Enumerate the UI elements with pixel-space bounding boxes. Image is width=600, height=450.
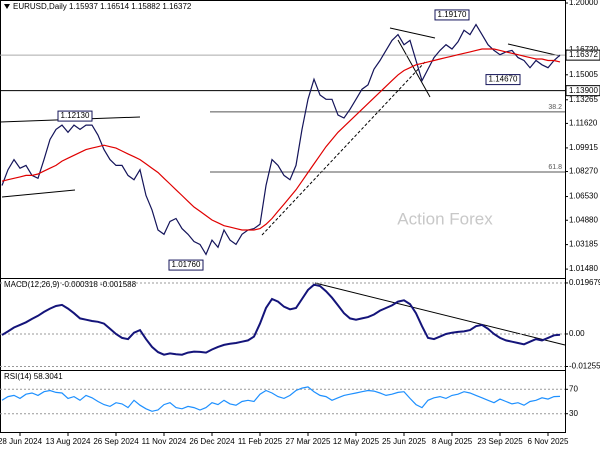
y-tick-label: 0.00 (569, 329, 585, 338)
y-tick-label: 1.11620 (569, 119, 598, 128)
x-tick-label: 11 Feb 2025 (238, 437, 283, 446)
y-tick-label: 1.13265 (569, 95, 598, 104)
y-tick-label: -0.012552 (569, 362, 600, 371)
x-tick-label: 6 Nov 2025 (528, 437, 569, 446)
x-tick-label: 12 May 2025 (333, 437, 380, 446)
level-label: 1.13900 (569, 86, 598, 95)
level-box (565, 85, 600, 97)
price-annotation: 1.12130 (61, 111, 90, 120)
x-tick-label: 23 Sep 2025 (477, 437, 523, 446)
last-price-box (565, 49, 600, 61)
x-tick-label: 26 Dec 2024 (189, 437, 235, 446)
y-tick-label: 70 (569, 384, 578, 393)
x-tick-label: 8 Aug 2025 (432, 437, 473, 446)
panel-icon (4, 4, 10, 9)
macd-title: MACD(12,26,9) -0.000318 -0.001588 (4, 280, 137, 289)
y-tick-label: 1.09915 (569, 143, 598, 152)
price-annotation: 1.19170 (438, 10, 467, 19)
y-tick-label: 0.019679 (569, 278, 600, 287)
trend-line (389, 27, 436, 39)
chart-title: EURUSD,Daily 1.15937 1.16514 1.15882 1.1… (13, 2, 192, 11)
x-tick-label: 28 Jun 2024 (0, 437, 43, 446)
last-price-label: 1.16372 (569, 50, 598, 59)
y-tick-label: 30 (569, 409, 578, 418)
x-tick-label: 26 Sep 2024 (93, 437, 139, 446)
plot-frame (0, 0, 566, 433)
price-annotation-box (485, 74, 521, 86)
trend-line (507, 43, 561, 57)
fib-label: 38.2 (548, 104, 562, 111)
x-tick-label: 27 Mar 2025 (286, 437, 331, 446)
price-annotation: 1.01760 (172, 260, 201, 269)
series-line (1, 283, 561, 356)
y-tick-label: 1.20000 (569, 0, 598, 7)
y-tick-label: 1.06530 (569, 192, 598, 201)
price-annotation-box (168, 259, 204, 271)
price-annotation-box (434, 9, 470, 21)
y-tick-label: 1.15005 (569, 70, 598, 79)
series-line (1, 23, 561, 256)
y-tick-label: 1.04880 (569, 215, 598, 224)
trend-line (397, 39, 431, 98)
trend-line (314, 282, 566, 346)
watermark: Action Forex (397, 209, 493, 228)
x-tick-label: 25 Jun 2025 (382, 437, 427, 446)
price-annotation: 1.14670 (489, 75, 518, 84)
fib-label: 61.8 (548, 164, 562, 171)
y-tick-label: 1.01480 (569, 264, 598, 273)
x-tick-label: 11 Nov 2024 (142, 437, 187, 446)
y-tick-label: 1.08270 (569, 167, 598, 176)
series-line (1, 48, 561, 231)
trend-line (1, 189, 76, 198)
series-line (1, 386, 561, 412)
x-tick-label: 13 Aug 2024 (46, 437, 91, 446)
price-annotation-box (57, 110, 93, 122)
y-tick-label: 1.03185 (569, 240, 598, 249)
rsi-title: RSI(14) 58.3041 (4, 372, 63, 381)
